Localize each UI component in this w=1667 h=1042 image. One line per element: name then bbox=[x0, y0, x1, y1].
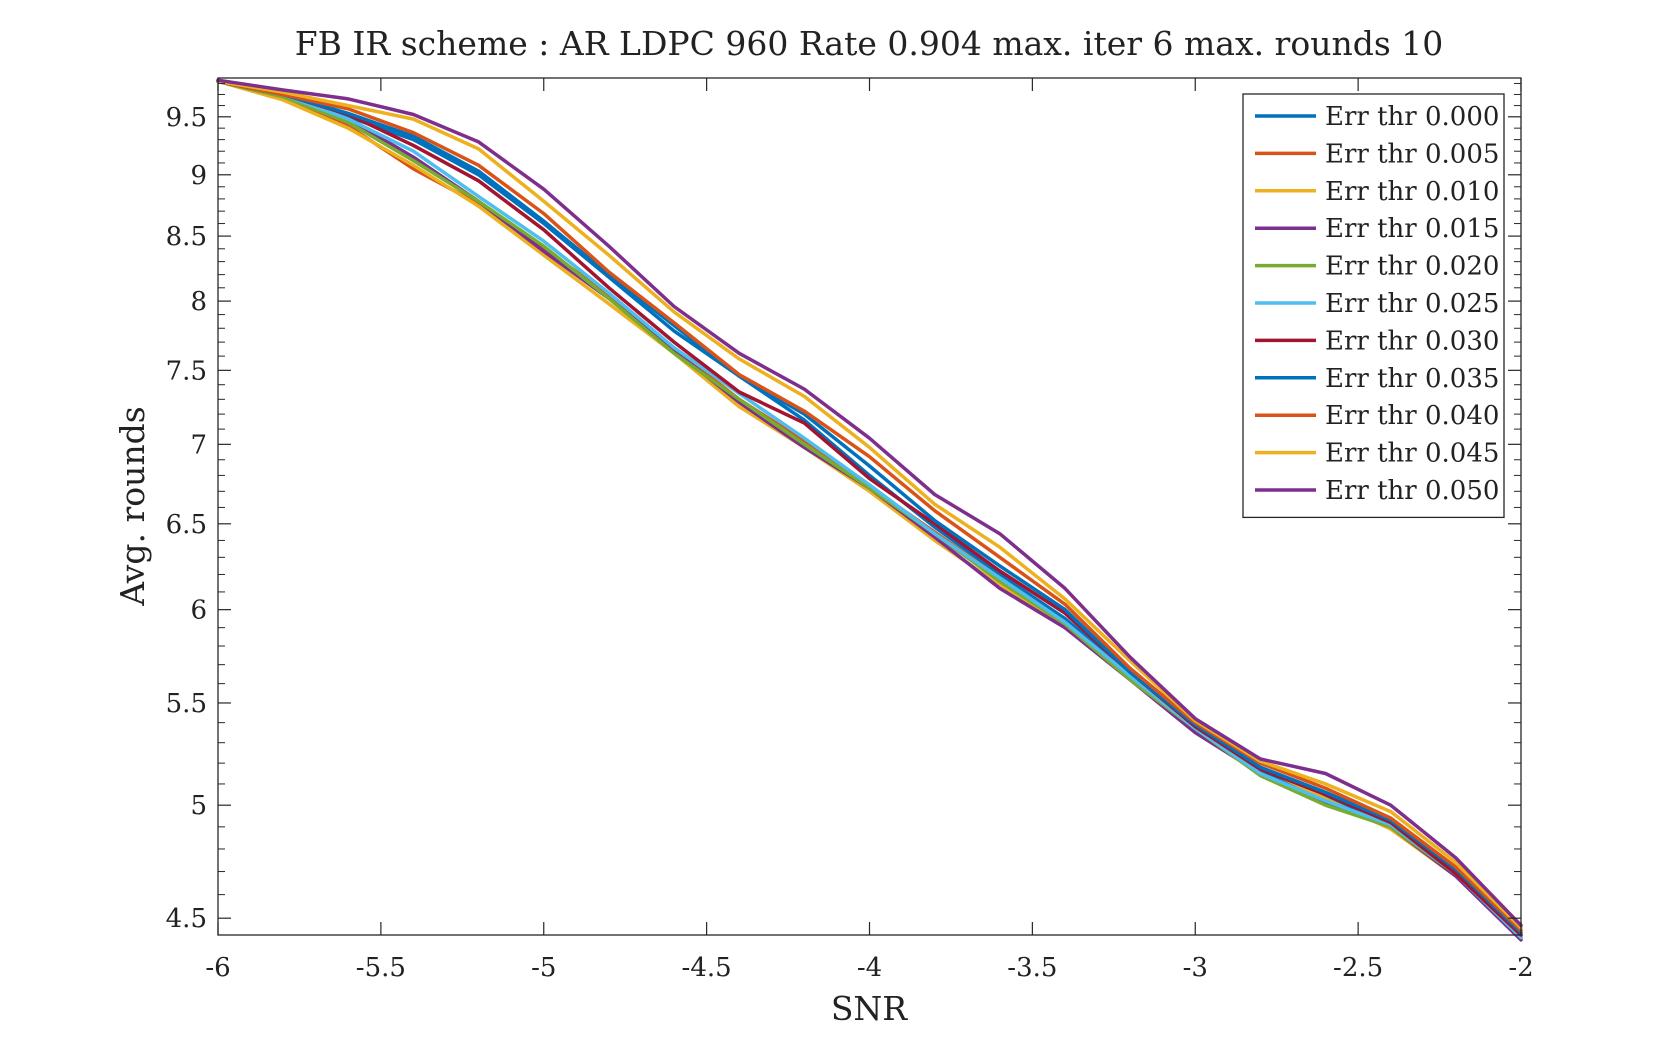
series-line-6 bbox=[216, 79, 1523, 937]
legend-label: Err thr 0.015 bbox=[1325, 214, 1499, 244]
y-tick-label: 6 bbox=[190, 596, 207, 626]
y-tick-label: 5 bbox=[190, 791, 207, 821]
x-tick-label: -6 bbox=[205, 953, 230, 983]
x-axis-label: SNR bbox=[831, 989, 908, 1028]
legend-label: Err thr 0.040 bbox=[1325, 401, 1499, 431]
y-tick-label: 8.5 bbox=[166, 222, 207, 252]
x-tick-label: -5.5 bbox=[356, 953, 406, 983]
series-line-5 bbox=[216, 79, 1523, 940]
series-line-7 bbox=[216, 79, 1523, 935]
y-tick-label: 7 bbox=[190, 430, 207, 460]
x-tick-label: -2.5 bbox=[1333, 953, 1383, 983]
series-line-8 bbox=[216, 79, 1523, 932]
y-tick-label: 8 bbox=[190, 287, 207, 317]
legend-label: Err thr 0.010 bbox=[1325, 177, 1499, 207]
y-tick-label: 9.5 bbox=[166, 103, 207, 133]
legend-label: Err thr 0.020 bbox=[1325, 252, 1499, 282]
legend-label: Err thr 0.025 bbox=[1325, 289, 1499, 319]
series-line-2 bbox=[216, 79, 1523, 940]
y-axis-label: Avg. rounds bbox=[113, 406, 152, 606]
x-tick-label: -4.5 bbox=[682, 953, 732, 983]
x-tick-label: -4 bbox=[857, 953, 882, 983]
y-tick-label: 4.5 bbox=[166, 904, 207, 934]
series-line-4 bbox=[216, 79, 1523, 940]
legend-box bbox=[1242, 93, 1505, 519]
y-tick-label: 6.5 bbox=[166, 510, 207, 540]
x-tick-label: -3.5 bbox=[1007, 953, 1057, 983]
x-tick-label: -3 bbox=[1183, 953, 1208, 983]
ticks-layer: -6 -5.5 -5 -4.5 -4 -3.5 -3 -2.5 -2 4.5 5 5.5 6 6.5 7 7.… bbox=[166, 78, 1534, 983]
legend-label: Err thr 0.005 bbox=[1325, 139, 1499, 169]
series-line-9 bbox=[216, 79, 1523, 930]
series-line-10 bbox=[216, 78, 1523, 928]
legend-label: Err thr 0.030 bbox=[1325, 326, 1499, 356]
legend-label: Err thr 0.050 bbox=[1325, 476, 1499, 506]
legend-label: Err thr 0.045 bbox=[1325, 439, 1499, 469]
y-tick-label: 9 bbox=[190, 161, 207, 191]
legend: Err thr 0.000 Err thr 0.005 Err thr 0.010 E… bbox=[1242, 93, 1505, 519]
chart-title: FB IR scheme : AR LDPC 960 Rate 0.904 ma… bbox=[295, 24, 1444, 63]
x-tick-label: -2 bbox=[1508, 953, 1533, 983]
y-tick-label: 7.5 bbox=[166, 356, 207, 386]
x-tick-label: -5 bbox=[531, 953, 556, 983]
y-tick-label: 5.5 bbox=[166, 689, 207, 719]
legend-label: Err thr 0.000 bbox=[1325, 102, 1499, 132]
legend-label: Err thr 0.035 bbox=[1325, 364, 1499, 394]
series-layer bbox=[216, 78, 1523, 942]
plot-frame bbox=[217, 77, 1522, 936]
